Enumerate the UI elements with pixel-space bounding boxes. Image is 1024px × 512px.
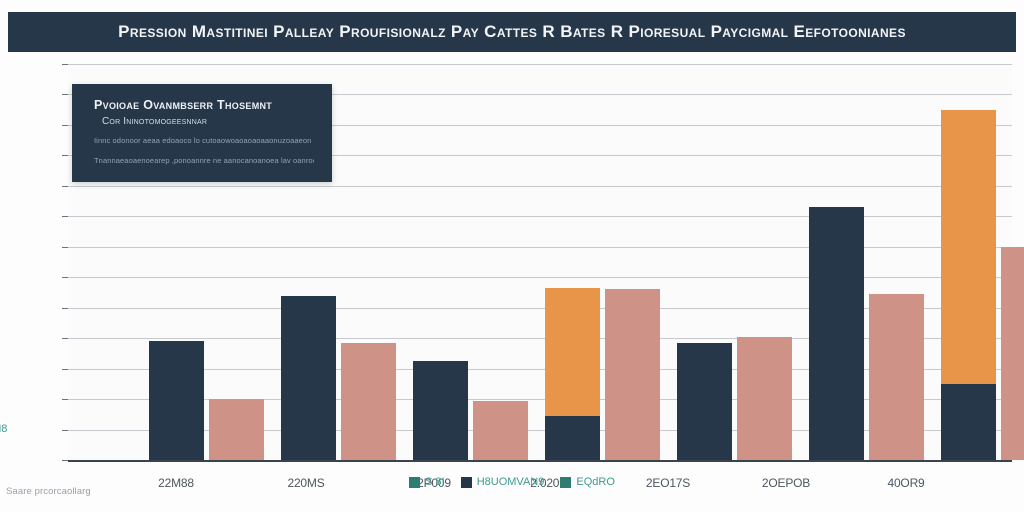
gridline	[68, 216, 1012, 218]
chart-bar[interactable]	[868, 294, 924, 460]
x-axis-tick-label: 2OEPOB	[761, 476, 811, 490]
gridline	[68, 185, 1012, 187]
y-tickmark	[62, 277, 68, 279]
legend-label: H8UOMVAN9	[476, 476, 545, 488]
callout-subtitle: Cor Ininotomogeesnnar	[102, 116, 208, 127]
chart-bar[interactable]	[604, 289, 660, 460]
source-note: Saare prcorcaollarg	[6, 486, 91, 497]
gridline	[68, 307, 1012, 309]
gridline	[68, 277, 1012, 279]
chart-header-band: Pression Mastitinei Palleay Proufisional…	[8, 12, 1016, 52]
gridline	[68, 246, 1012, 248]
bar-segment[interactable]	[412, 361, 468, 460]
page-title: Pression Mastitinei Palleay Proufisional…	[118, 22, 906, 41]
y-tickmark	[62, 338, 68, 340]
y-tickmark	[62, 429, 68, 431]
bar-segment[interactable]	[940, 383, 996, 460]
gridline	[68, 399, 1012, 401]
legend-item[interactable]: EQdRO	[560, 476, 615, 488]
chart-bar[interactable]	[148, 341, 204, 460]
bar-segment[interactable]	[808, 207, 864, 460]
chart-bar[interactable]	[208, 399, 264, 460]
y-tickmark	[62, 460, 68, 461]
bar-segment[interactable]	[208, 399, 264, 460]
chart-bar[interactable]	[340, 342, 396, 460]
chart-bar[interactable]	[808, 207, 864, 460]
axis-baseline	[68, 460, 1012, 462]
bar-segment[interactable]	[280, 295, 336, 460]
bar-segment[interactable]	[148, 341, 204, 460]
y-tickmark	[62, 64, 68, 65]
callout-body-line-1: Iinnc odonoor aeaa edoaoco lo cutoaowoao…	[94, 136, 312, 145]
legend-item[interactable]: H8UOMVAN9	[460, 476, 545, 488]
bar-segment[interactable]	[472, 400, 528, 460]
plot-area: $MXC02MO$3AAC8O0D$AUSIG00B$6Q.0NOLO$2UDV…	[0, 64, 1024, 490]
x-axis-tick-label: 40OR9	[887, 476, 925, 490]
gridline	[68, 124, 1012, 126]
legend-swatch-icon	[409, 476, 421, 488]
bar-segment[interactable]	[1000, 246, 1024, 460]
bar-segment[interactable]	[604, 289, 660, 460]
y-tickmark	[62, 124, 68, 126]
y-tickmark	[62, 185, 68, 187]
chart-bar[interactable]	[940, 109, 996, 460]
chart-bar[interactable]	[472, 400, 528, 460]
chart-container: $MXC02MO$3AAC8O0D$AUSIG00B$6Q.0NOLO$2UDV…	[0, 56, 1024, 512]
legend-label: S 8I	[425, 476, 445, 488]
callout-title: Pvoioae Ovanmbserr Thosemnt	[94, 98, 273, 112]
bar-segment[interactable]	[736, 336, 792, 460]
bar-segment[interactable]	[940, 109, 996, 384]
x-axis-tick-label: 2.0209	[530, 476, 566, 490]
chart-bar[interactable]	[736, 336, 792, 460]
chart-bar[interactable]	[676, 342, 732, 460]
legend-label: EQdRO	[576, 476, 615, 488]
callout-body-line-2: Tnannaeaoaenoearep ,ponoannre ne aanocan…	[94, 156, 314, 165]
x-axis-tick-label: 2P009	[417, 476, 451, 490]
x-axis-tick-label: 22M88	[158, 476, 194, 490]
gridline	[68, 64, 1012, 65]
legend-swatch-icon	[560, 476, 572, 488]
gridline	[68, 155, 1012, 157]
x-axis-tick-label: 220MS	[287, 476, 325, 490]
bar-segment[interactable]	[544, 415, 600, 460]
chart-bar[interactable]	[1000, 246, 1024, 460]
callout-tooltip: Pvoioae Ovanmbserr Thosemnt Cor Ininotom…	[72, 84, 332, 182]
legend-swatch-icon	[460, 476, 472, 488]
chart-bar[interactable]	[412, 361, 468, 460]
y-tickmark	[62, 307, 68, 309]
x-axis-tick-label: 2EO17S	[645, 476, 691, 490]
y-tickmark	[62, 216, 68, 218]
chart-bar[interactable]	[280, 295, 336, 460]
y-tickmark	[62, 246, 68, 248]
y-tickmark	[62, 155, 68, 157]
y-tickmark	[62, 94, 68, 96]
legend-item[interactable]: S 8I	[409, 476, 445, 488]
gridline	[68, 338, 1012, 340]
y-tickmark	[62, 368, 68, 370]
bar-segment[interactable]	[340, 342, 396, 460]
bar-segment[interactable]	[868, 294, 924, 460]
chart-bar[interactable]	[544, 287, 600, 460]
bar-segment[interactable]	[544, 287, 600, 416]
gridline	[68, 368, 1012, 370]
y-tickmark	[62, 399, 68, 401]
gridline	[68, 94, 1012, 96]
bar-segment[interactable]	[676, 342, 732, 460]
chart-legend: S 8I H8UOMVAN9 EQdRO	[0, 476, 1024, 488]
gridline	[68, 429, 1012, 431]
